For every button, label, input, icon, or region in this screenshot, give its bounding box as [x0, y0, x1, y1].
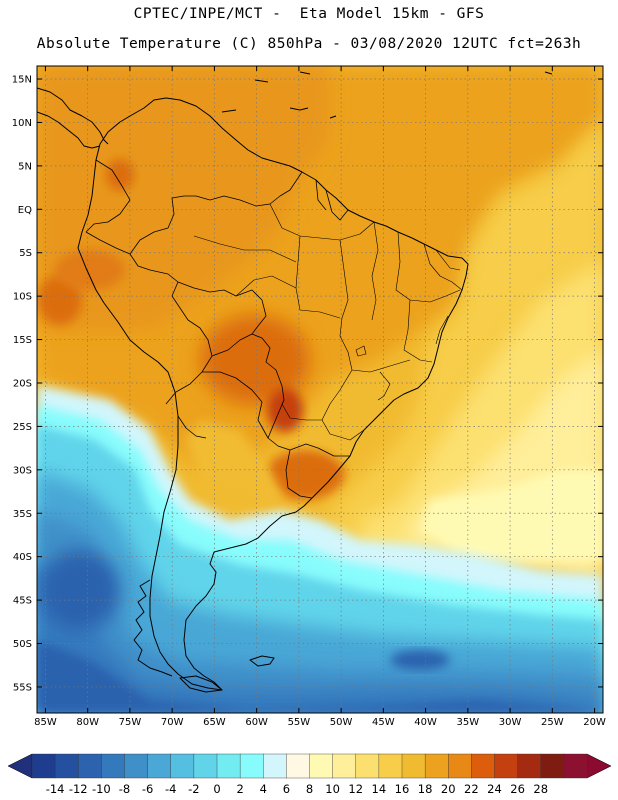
axis-ticks [37, 66, 603, 713]
colorbar-swatch [170, 753, 195, 779]
lon-label: 65W [203, 717, 226, 728]
lon-label: 25W [541, 717, 564, 728]
lat-label: 35S [13, 509, 32, 520]
colorbar-label: 4 [260, 782, 267, 796]
south-america-coastline [77, 97, 469, 691]
colorbar-label: -10 [92, 782, 111, 796]
colorbar-label: 26 [510, 782, 525, 796]
colorbar-swatch [517, 753, 542, 779]
colorbar-label: 14 [372, 782, 387, 796]
lon-label: 85W [34, 717, 57, 728]
colorbar-swatch [332, 753, 357, 779]
tierra-del-fuego [179, 675, 223, 693]
lon-label: 70W [161, 717, 184, 728]
lat-label: 10S [13, 292, 32, 303]
colorbar-swatch [193, 753, 218, 779]
lat-label: 45S [13, 596, 32, 607]
lat-label: 5N [18, 161, 32, 172]
colorbar [7, 753, 612, 779]
chart-title: CPTEC/INPE/MCT - Eta Model 15km - GFS [133, 6, 485, 22]
colorbar-swatch [124, 753, 149, 779]
colorbar-label: 24 [487, 782, 502, 796]
colorbar-swatch [494, 753, 519, 779]
colorbar-swatch [239, 753, 264, 779]
lat-label: 20S [13, 378, 32, 389]
colorbar-swatch [101, 753, 125, 779]
lat-label: 40S [13, 552, 32, 563]
colorbar-swatch [78, 753, 102, 779]
caribbean-islands [221, 71, 553, 119]
central-america-coastline [37, 87, 109, 149]
colorbar-swatch [54, 753, 79, 779]
lon-label: 75W [119, 717, 142, 728]
brazil-state-borders [193, 203, 463, 441]
colorbar-swatch [216, 753, 241, 779]
lat-label: 50S [13, 639, 32, 650]
colorbar-swatch [448, 753, 472, 779]
lon-label: 80W [76, 717, 99, 728]
lon-label: 40W [414, 717, 437, 728]
lon-label: 20W [583, 717, 606, 728]
colorbar-label: -4 [165, 782, 176, 796]
longitude-labels: 85W 80W 75W 70W 65W 60W 55W 50W 45W 40W 35W 30W 25W 2… [34, 717, 606, 728]
lat-label: EQ [18, 205, 32, 216]
coastlines-and-borders [37, 71, 553, 693]
colorbar-labels: -14 -12 -10 -8 -6 -4 -2 0 2 4 6 8 10 12 14 16 18 20 22 24 26… [46, 782, 548, 796]
colorbar-label: -6 [142, 782, 153, 796]
lon-label: 35W [457, 717, 480, 728]
colorbar-label: 12 [348, 782, 363, 796]
colorbar-swatch [286, 753, 310, 779]
colorbar-label: 22 [464, 782, 479, 796]
colorbar-swatch [263, 753, 287, 779]
colorbar-swatch [355, 753, 380, 779]
colorbar-swatch [424, 753, 449, 779]
colorbar-label: -12 [69, 782, 88, 796]
lat-label: 15S [13, 335, 32, 346]
colorbar-label: 28 [533, 782, 548, 796]
colorbar-swatch [540, 753, 565, 779]
colorbar-arrow-high [586, 753, 612, 779]
latitude-labels: 15N 10N 5N EQ 5S 10S 15S 20S 25S 30S 35S 40S 45S 50S 5… [12, 75, 32, 694]
colorbar-label: 2 [236, 782, 243, 796]
colorbar-label: -2 [188, 782, 199, 796]
lat-label: 10N [12, 118, 32, 129]
colorbar-label: 6 [283, 782, 290, 796]
colorbar-swatch [378, 753, 403, 779]
chart-subtitle: Absolute Temperature (C) 850hPa - 03/08/… [36, 36, 582, 52]
colorbar-swatch [401, 753, 426, 779]
lat-label: 15N [12, 75, 32, 86]
colorbar-label: 18 [418, 782, 433, 796]
lat-label: 30S [13, 465, 32, 476]
colorbar-label: -14 [46, 782, 65, 796]
colorbar-label: -8 [119, 782, 130, 796]
lat-label: 5S [19, 248, 32, 259]
colorbar-arrow-low [7, 753, 33, 779]
colorbar-swatch [471, 753, 495, 779]
map-frame [36, 65, 604, 714]
colorbar-swatch [563, 753, 588, 779]
lat-label: 55S [13, 682, 32, 693]
lon-label: 60W [245, 717, 268, 728]
colorbar-label: 20 [441, 782, 456, 796]
colorbar-swatch [309, 753, 334, 779]
colorbar-label: 10 [325, 782, 340, 796]
colorbar-label: 8 [306, 782, 313, 796]
falkland-islands [249, 655, 275, 667]
country-borders [85, 159, 350, 499]
temperature-field [37, 66, 603, 713]
colorbar-swatch [31, 753, 56, 779]
lon-label: 45W [372, 717, 395, 728]
colorbar-label: 0 [213, 782, 220, 796]
lon-label: 30W [499, 717, 522, 728]
chile-archipelago [133, 579, 173, 677]
lat-label: 25S [13, 422, 32, 433]
lon-label: 55W [288, 717, 311, 728]
lon-label: 50W [330, 717, 353, 728]
colorbar-label: 16 [395, 782, 410, 796]
colorbar-swatch [147, 753, 172, 779]
